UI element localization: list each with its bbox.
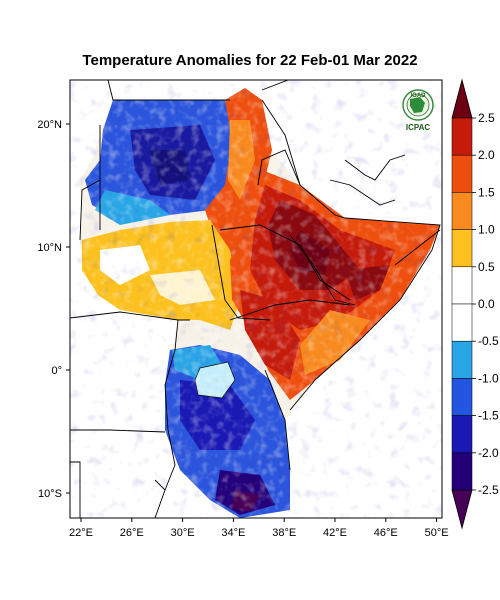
colorbar-label: 2.5 [478,111,495,125]
latitude-axis: 20°N 10°N 0° 10°S [37,119,70,500]
colorbar-box [451,266,473,305]
lon-tick-label: 34°E [221,527,245,539]
anomaly-field [70,80,442,518]
colorbar-bottom-arrow [451,489,473,530]
colorbar-label: 0.5 [478,260,495,274]
colorbar-label: 2.0 [478,148,495,162]
colorbar-box [451,452,473,491]
lon-tick-label: 46°E [374,527,398,539]
longitude-axis: 22°E 26°E 30°E 34°E 38°E 42°E 46°E 50°E [69,518,449,539]
colorbar [451,78,473,530]
colorbar-box [451,192,473,230]
colorbar-box [451,303,473,342]
map-title: Temperature Anomalies for 22 Feb-01 Mar … [82,52,418,69]
igad-icpac-logo: IGAD ICPAC [402,89,434,132]
colorbar-box [451,340,473,379]
lat-tick-label: 10°N [37,242,62,254]
lat-tick-label: 20°N [37,119,62,131]
colorbar-label: -2.0 [478,446,499,460]
colorbar-top-arrow [451,78,473,119]
lon-tick-label: 42°E [323,527,347,539]
colorbar-label: -0.5 [478,334,499,348]
colorbar-label: 1.5 [478,185,495,199]
lon-tick-label: 38°E [272,527,296,539]
colorbar-box [451,415,473,454]
lon-tick-label: 22°E [69,527,93,539]
colorbar-label: 1.0 [478,223,495,237]
map-frame [69,79,443,519]
colorbar-label: -1.0 [478,371,499,385]
lat-tick-label: 0° [51,365,62,377]
colorbar-label: 0.0 [478,297,495,311]
colorbar-labels: 2.5 2.0 1.5 1.0 0.5 0.0 -0.5 -1.0 -1.5 -2.0 -2.5 [472,111,499,497]
colorbar-box [451,378,473,416]
logo-top-text: IGAD [411,93,427,99]
colorbar-label: -2.5 [478,483,499,497]
lon-tick-label: 50°E [425,527,449,539]
colorbar-box [451,117,473,156]
lon-tick-label: 30°E [171,527,195,539]
logo-bottom-text: ICPAC [406,123,431,132]
boundaries [70,80,441,518]
lat-tick-label: 10°S [38,488,62,500]
colorbar-label: -1.5 [478,409,499,423]
colorbar-box [451,229,473,268]
lon-tick-label: 26°E [120,527,144,539]
colorbar-box [451,154,473,193]
